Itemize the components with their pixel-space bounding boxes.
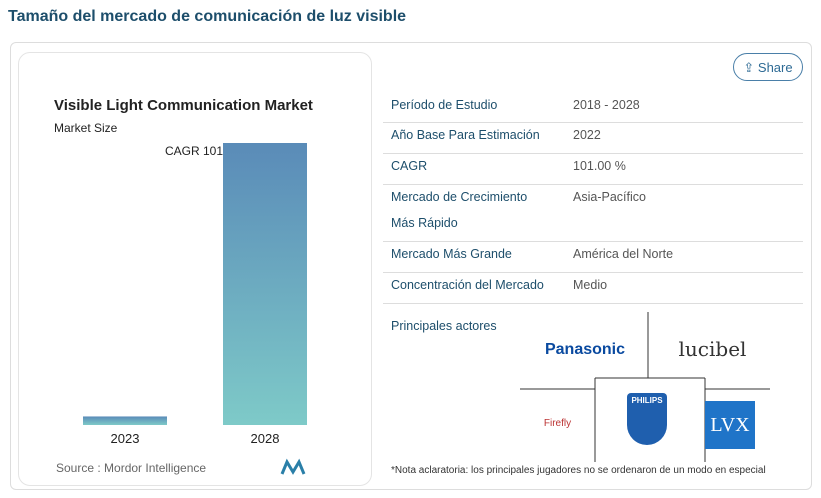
row-value: 2018 - 2028: [573, 98, 640, 112]
table-row: Concentración del Mercado Medio: [383, 272, 803, 304]
logo: Panasonic: [544, 341, 626, 358]
row-label: Mercado Más Grande: [391, 247, 512, 261]
chart-title: Visible Light Communication Market: [54, 97, 313, 114]
row-label: Concentración del Mercado: [391, 278, 544, 292]
row-label: Período de Estudio: [391, 98, 498, 112]
table-row: Mercado de Crecimiento Más Rápido Asia-Pa…: [383, 184, 803, 242]
table-row: Mercado Más Grande América del Norte: [383, 241, 803, 273]
logo: PHILIPS: [627, 393, 667, 445]
share-button[interactable]: ⇪ Share: [733, 53, 803, 81]
chart: Visible Light Communication Market Marke…: [54, 97, 313, 475]
row-value: Medio: [573, 278, 608, 292]
table-row: CAGR 101.00 %: [383, 153, 803, 185]
table-row: Período de Estudio 2018 - 2028: [383, 92, 803, 123]
share-label[interactable]: Share: [757, 60, 793, 75]
row-label: CAGR: [391, 159, 428, 173]
logo: LVX: [705, 401, 755, 449]
row-value: Asia-Pacífico: [573, 190, 646, 204]
row-value: 101.00 %: [573, 159, 626, 173]
x-tick-label: 2023: [111, 431, 140, 446]
chart-subtitle: Market Size: [54, 121, 118, 135]
page-title: Tamaño del mercado de comunicación de lu…: [8, 8, 407, 25]
logo: lucibel: [678, 337, 747, 361]
row-label: Año Base Para Estimación: [391, 128, 540, 142]
players-title: Principales actores: [391, 319, 497, 333]
bar: [223, 143, 307, 425]
card: [10, 42, 812, 490]
table-row: Año Base Para Estimación 2022: [383, 122, 803, 154]
note: *Nota aclaratoria: los principales jugad…: [391, 465, 766, 476]
annotation: CAGR 101: [165, 144, 223, 158]
row-value: América del Norte: [573, 247, 674, 261]
logo: Firefly: [543, 417, 572, 429]
chart-card: [18, 52, 372, 486]
row-value: 2022: [573, 128, 601, 142]
x-tick-label: 2028: [251, 431, 280, 446]
source: Source : Mordor Intelligence: [56, 461, 206, 475]
mordor-logo: [280, 458, 306, 475]
row-label: Mercado de Crecimiento Más Rápido: [391, 190, 528, 230]
bar: [83, 416, 167, 425]
